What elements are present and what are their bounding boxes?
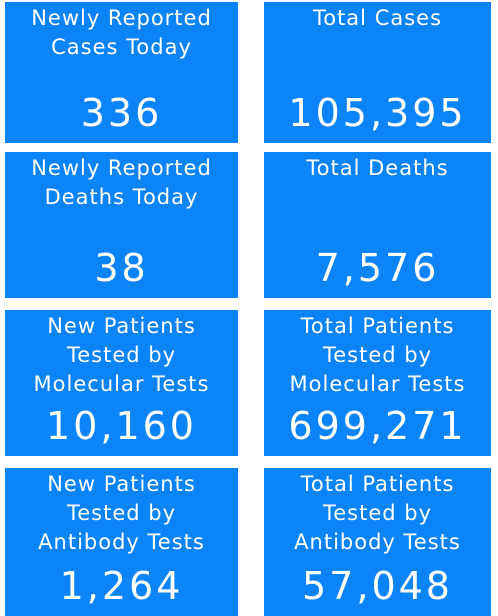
tile-label: New Patients Tested by Antibody Tests xyxy=(5,470,238,557)
stat-tile: Total Deaths 7,576 xyxy=(264,152,491,298)
label-line: Tested by xyxy=(322,501,433,525)
tile-value: 38 xyxy=(94,246,149,290)
tile-label: New Patients Tested by Molecular Tests xyxy=(5,312,238,399)
tile-label: Total Cases xyxy=(264,4,491,33)
stat-tile: Total Patients Tested by Antibody Tests 57,… xyxy=(264,468,491,616)
label-line: Molecular Tests xyxy=(289,372,466,396)
label-line: Total Cases xyxy=(312,6,443,30)
tile-label: Newly Reported Cases Today xyxy=(5,4,238,62)
label-line: Newly Reported xyxy=(31,156,212,180)
tile-value: 336 xyxy=(80,91,163,135)
tile-label: Total Deaths xyxy=(264,154,491,183)
label-line: Antibody Tests xyxy=(294,530,461,554)
label-line: New Patients xyxy=(47,472,196,496)
label-line: Newly Reported xyxy=(31,6,212,30)
stat-tile: Total Cases 105,395 xyxy=(264,2,491,143)
tile-value: 7,576 xyxy=(315,246,440,290)
stat-tile: New Patients Tested by Antibody Tests 1,264 xyxy=(5,468,238,616)
label-line: New Patients xyxy=(47,314,196,338)
label-line: Tested by xyxy=(322,343,433,367)
label-line: Total Patients xyxy=(300,472,455,496)
label-line: Molecular Tests xyxy=(33,372,210,396)
stat-tile: Newly Reported Deaths Today 38 xyxy=(5,152,238,298)
tile-label: Newly Reported Deaths Today xyxy=(5,154,238,212)
label-line: Antibody Tests xyxy=(38,530,205,554)
tile-value: 1,264 xyxy=(59,564,184,608)
label-line: Tested by xyxy=(66,343,177,367)
label-line: Cases Today xyxy=(51,35,192,59)
tile-value: 699,271 xyxy=(288,404,467,448)
tile-label: Total Patients Tested by Antibody Tests xyxy=(264,470,491,557)
tile-value: 57,048 xyxy=(302,564,453,608)
label-line: Tested by xyxy=(66,501,177,525)
label-line: Total Patients xyxy=(300,314,455,338)
stat-tile: New Patients Tested by Molecular Tests 10,1… xyxy=(5,310,238,456)
tile-value: 10,160 xyxy=(46,404,197,448)
stat-tile: Newly Reported Cases Today 336 xyxy=(5,2,238,143)
label-line: Deaths Today xyxy=(44,185,199,209)
tile-label: Total Patients Tested by Molecular Tests xyxy=(264,312,491,399)
stat-tile: Total Patients Tested by Molecular Tests 69… xyxy=(264,310,491,456)
tile-value: 105,395 xyxy=(288,91,467,135)
label-line: Total Deaths xyxy=(306,156,449,180)
